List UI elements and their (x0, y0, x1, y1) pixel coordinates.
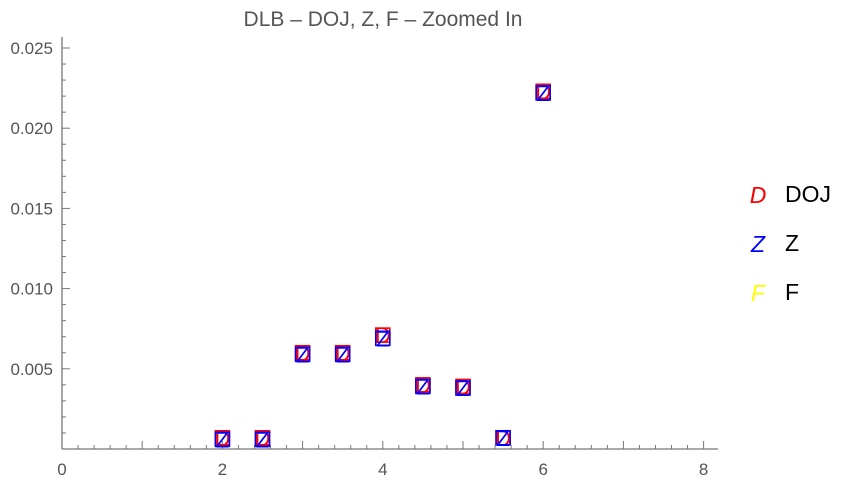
data-point-box (495, 429, 511, 446)
data-point-z: Z (254, 427, 271, 452)
data-point-marker: Z (416, 374, 429, 399)
data-point-marker: Z (216, 427, 229, 452)
data-point-box (455, 380, 471, 396)
x-tick-label: 8 (699, 460, 708, 479)
data-point-z: Z (374, 326, 391, 351)
legend: D DOJ Z ZF F (750, 181, 831, 306)
y-tick-label: 0.020 (10, 119, 53, 138)
data-point-marker: D (375, 323, 391, 348)
data-point-marker: Z (456, 376, 469, 401)
data-point-z: Z (535, 81, 552, 106)
data-point-marker: Z (336, 342, 349, 367)
data-point-z: Z (455, 376, 471, 401)
data-point-marker: Z (376, 326, 389, 351)
data-point-box (254, 431, 271, 448)
data-point-box (535, 85, 552, 101)
legend-label-f: F (785, 279, 799, 305)
data-point-marker: Z (496, 426, 509, 451)
data-point-z: Z (495, 426, 511, 451)
x-tick-label: 0 (57, 460, 66, 479)
data-point-marker: Z (296, 342, 309, 367)
data-point-box (294, 346, 311, 363)
y-tick-label: 0.025 (10, 39, 53, 58)
x-tick-label: 4 (378, 460, 387, 479)
y-tick-label: 0.005 (10, 360, 53, 379)
data-point-box (214, 431, 231, 448)
axes: 0 2 4 6 8 0.005 0.010 0.015 0.020 0.025 (10, 37, 718, 479)
data-point-z: Z (294, 342, 311, 367)
data-point-marker: Z (256, 427, 269, 452)
chart-title: DLB – DOJ, Z, F – Zoomed In (244, 8, 523, 31)
data-point-box (415, 378, 431, 395)
data-point-z: Z (214, 427, 231, 452)
data-point-box (374, 330, 391, 347)
legend-marker-z: Z (750, 231, 766, 257)
data-point-z: Z (415, 374, 431, 399)
y-tick-label: 0.015 (10, 199, 53, 218)
y-tick-label: 0.010 (10, 280, 53, 299)
legend-label-z: Z (785, 230, 799, 256)
legend-label-doj: DOJ (785, 181, 831, 207)
data-point-box (334, 346, 351, 363)
data-point-marker: Z (536, 81, 549, 106)
legend-marker-doj: D (750, 182, 767, 208)
data-point-z: Z (334, 342, 351, 367)
legend-marker-f: F (751, 280, 767, 306)
x-tick-label: 2 (218, 460, 227, 479)
x-tick-label: 6 (538, 460, 547, 479)
